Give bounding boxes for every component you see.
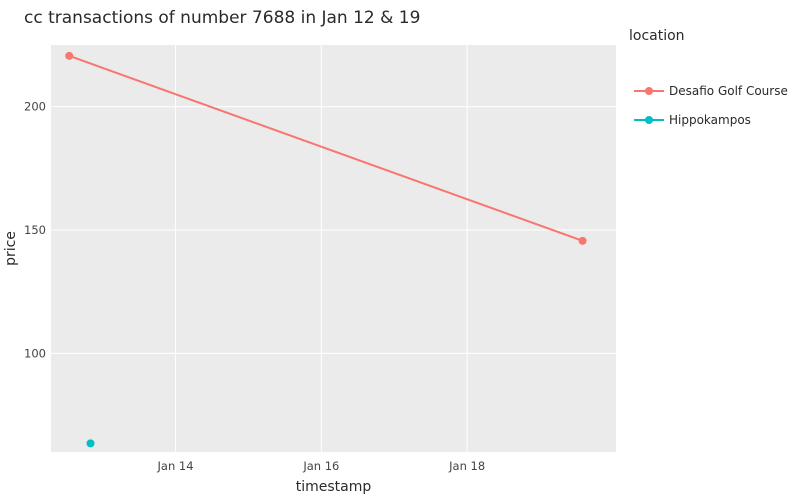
series-line	[68, 54, 583, 242]
series-group	[65, 51, 587, 245]
data-point[interactable]	[578, 236, 587, 245]
legend-item[interactable]: Desafio Golf Course	[634, 84, 788, 98]
y-axis-ticks: 100 150 200	[24, 100, 46, 361]
legend-marker-swatch	[645, 87, 653, 95]
legend-title: location	[629, 28, 685, 44]
x-tick-label: Jan 14	[157, 459, 194, 473]
y-tick-label: 200	[24, 100, 46, 114]
x-tick-label: Jan 16	[302, 459, 339, 473]
y-tick-label: 100	[24, 346, 46, 360]
data-point[interactable]	[86, 439, 95, 448]
series-layer	[65, 51, 587, 448]
x-axis-title: timestamp	[296, 479, 372, 494]
legend-label: Hippokampos	[669, 113, 751, 127]
plot-panel	[51, 45, 616, 452]
data-point[interactable]	[65, 51, 74, 60]
grid-lines	[51, 45, 616, 452]
y-axis-title: price	[3, 231, 19, 266]
legend-items: Desafio Golf Course Hippokampos	[634, 84, 788, 127]
legend-label: Desafio Golf Course	[669, 84, 788, 98]
series-group	[86, 439, 95, 448]
chart-title: cc transactions of number 7688 in Jan 12…	[24, 8, 420, 28]
x-tick-label: Jan 18	[448, 459, 485, 473]
legend: location Desafio Golf Course Hippokampos	[629, 28, 788, 127]
legend-marker-swatch	[645, 116, 653, 124]
x-axis-ticks: Jan 14 Jan 16 Jan 18	[157, 459, 486, 473]
legend-item[interactable]: Hippokampos	[634, 113, 751, 127]
y-tick-label: 150	[24, 223, 46, 237]
